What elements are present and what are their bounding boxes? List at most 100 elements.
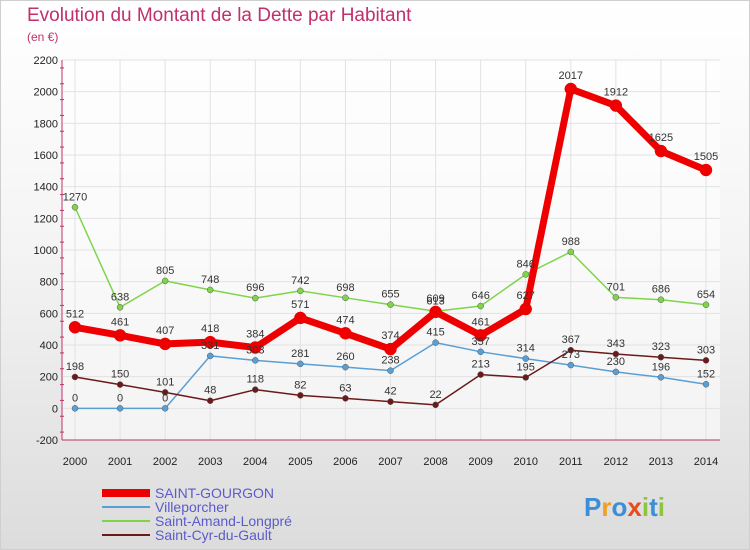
data-label-saint-cyr-du-gault: 118 (247, 374, 265, 386)
data-label-saint-gourgon: 374 (381, 330, 399, 342)
data-label-villeporcher: 196 (652, 361, 670, 373)
data-point-saint-cyr-du-gault (116, 381, 124, 388)
data-point-saint-cyr-du-gault (657, 353, 665, 361)
y-tick-label: 1000 (34, 245, 58, 257)
grid-layer (62, 59, 720, 441)
data-label-saint-amand-longpre: 646 (471, 290, 489, 302)
data-label-saint-gourgon: 1625 (649, 132, 673, 144)
data-label-saint-amand-longpre: 613 (426, 295, 444, 307)
x-tick-label: 2013 (649, 456, 673, 468)
data-point-saint-cyr-du-gault (522, 374, 529, 381)
data-point-saint-amand-longpre (206, 286, 214, 294)
data-point-saint-gourgon (294, 311, 307, 325)
data-label-saint-cyr-du-gault: 101 (156, 376, 174, 388)
data-label-villeporcher: 303 (246, 344, 264, 356)
series-villeporcher (71, 339, 710, 412)
data-label-villeporcher: 281 (291, 348, 309, 360)
data-label-layer: 0 0 0 331 303 281 260 238 415 357 314 273 230 196 152 1… (63, 70, 718, 404)
data-label-saint-amand-longpre: 696 (246, 282, 264, 294)
x-tick-label: 2000 (63, 456, 87, 468)
data-label-saint-cyr-du-gault: 150 (111, 369, 129, 381)
chart-subtitle: (en €) (27, 30, 59, 44)
logo-text: Proxiti (584, 492, 665, 522)
data-label-saint-amand-longpre: 1270 (63, 191, 87, 203)
data-point-saint-gourgon (429, 305, 442, 319)
y-tick-label: 800 (40, 277, 58, 289)
data-label-saint-gourgon: 627 (517, 290, 535, 302)
data-label-saint-gourgon: 418 (201, 323, 219, 335)
data-point-villeporcher (252, 357, 259, 364)
data-label-saint-gourgon: 407 (156, 325, 174, 337)
data-label-saint-cyr-du-gault: 343 (607, 338, 625, 350)
data-point-saint-cyr-du-gault (252, 386, 259, 393)
data-label-villeporcher: 0 (162, 392, 168, 404)
data-point-saint-gourgon (113, 329, 127, 342)
data-point-saint-amand-longpre (477, 302, 484, 310)
data-label-villeporcher: 273 (562, 349, 580, 361)
series-saint-cyr-du-gault (71, 346, 710, 409)
data-point-saint-amand-longpre (297, 287, 304, 295)
data-label-saint-cyr-du-gault: 213 (471, 359, 489, 371)
proxiti-logo: Proxiti (584, 492, 665, 522)
data-label-villeporcher: 152 (697, 368, 715, 380)
data-label-villeporcher: 238 (381, 355, 399, 367)
data-label-villeporcher: 0 (72, 392, 78, 404)
y-tick-label: 0 (52, 403, 58, 415)
axis-layer: -200020040060080010001200140016001800200… (34, 55, 720, 468)
data-point-saint-cyr-du-gault (567, 346, 575, 354)
data-label-saint-gourgon: 474 (336, 314, 354, 326)
data-label-villeporcher: 331 (201, 340, 219, 352)
data-label-saint-cyr-du-gault: 82 (294, 379, 306, 391)
data-point-saint-cyr-du-gault (702, 357, 710, 364)
y-tick-label: 600 (40, 308, 58, 320)
data-label-saint-amand-longpre: 846 (517, 258, 535, 270)
data-label-saint-cyr-du-gault: 42 (384, 386, 396, 398)
legend-label-saint-gourgon: SAINT-GOURGON (155, 485, 274, 501)
data-point-villeporcher (297, 360, 304, 368)
data-point-saint-gourgon (203, 335, 217, 349)
x-tick-label: 2010 (513, 456, 537, 468)
data-label-saint-cyr-du-gault: 63 (339, 382, 351, 394)
y-tick-label: 2200 (34, 55, 58, 67)
legend-label-saint-amand-longpre: Saint-Amand-Longpré (155, 513, 292, 529)
data-point-villeporcher (432, 339, 439, 346)
data-label-saint-amand-longpre: 686 (652, 284, 670, 296)
data-label-saint-cyr-du-gault: 22 (429, 389, 441, 401)
x-tick-label: 2002 (153, 456, 177, 468)
data-label-saint-cyr-du-gault: 48 (204, 385, 216, 397)
data-point-saint-amand-longpre (567, 248, 575, 256)
data-point-saint-amand-longpre (522, 271, 529, 278)
data-label-villeporcher: 314 (517, 343, 535, 355)
data-point-saint-gourgon (564, 82, 578, 96)
data-point-villeporcher (477, 348, 484, 356)
data-point-saint-gourgon (699, 163, 713, 177)
series-layer (68, 82, 713, 412)
data-point-saint-cyr-du-gault (297, 392, 304, 399)
data-label-saint-gourgon: 571 (291, 299, 309, 311)
x-tick-label: 2008 (423, 456, 447, 468)
y-tick-label: 1600 (34, 150, 58, 162)
data-point-villeporcher (387, 367, 394, 374)
x-tick-label: 2007 (378, 456, 402, 468)
data-label-saint-gourgon: 384 (246, 329, 264, 341)
legend: SAINT-GOURGONVilleporcherSaint-Amand-Lon… (102, 485, 292, 543)
data-label-saint-amand-longpre: 698 (336, 282, 354, 294)
series-saint-amand-longpre (71, 204, 710, 315)
data-label-saint-gourgon: 609 (426, 293, 444, 305)
x-tick-label: 2005 (288, 456, 312, 468)
data-point-villeporcher (206, 352, 214, 360)
data-point-saint-gourgon (249, 341, 262, 354)
data-label-saint-amand-longpre: 988 (562, 236, 580, 248)
y-tick-label: 1400 (34, 182, 58, 194)
data-label-saint-gourgon: 1912 (604, 87, 628, 99)
data-point-saint-cyr-du-gault (387, 398, 394, 405)
data-label-saint-amand-longpre: 701 (607, 281, 625, 293)
data-point-villeporcher (161, 405, 169, 412)
x-tick-label: 2009 (468, 456, 492, 468)
data-label-villeporcher: 415 (426, 327, 444, 339)
data-point-saint-gourgon (519, 302, 532, 316)
y-tick-label: -200 (36, 435, 58, 447)
data-point-saint-cyr-du-gault (161, 389, 169, 396)
data-point-villeporcher (116, 405, 124, 412)
data-point-saint-cyr-du-gault (206, 397, 214, 404)
